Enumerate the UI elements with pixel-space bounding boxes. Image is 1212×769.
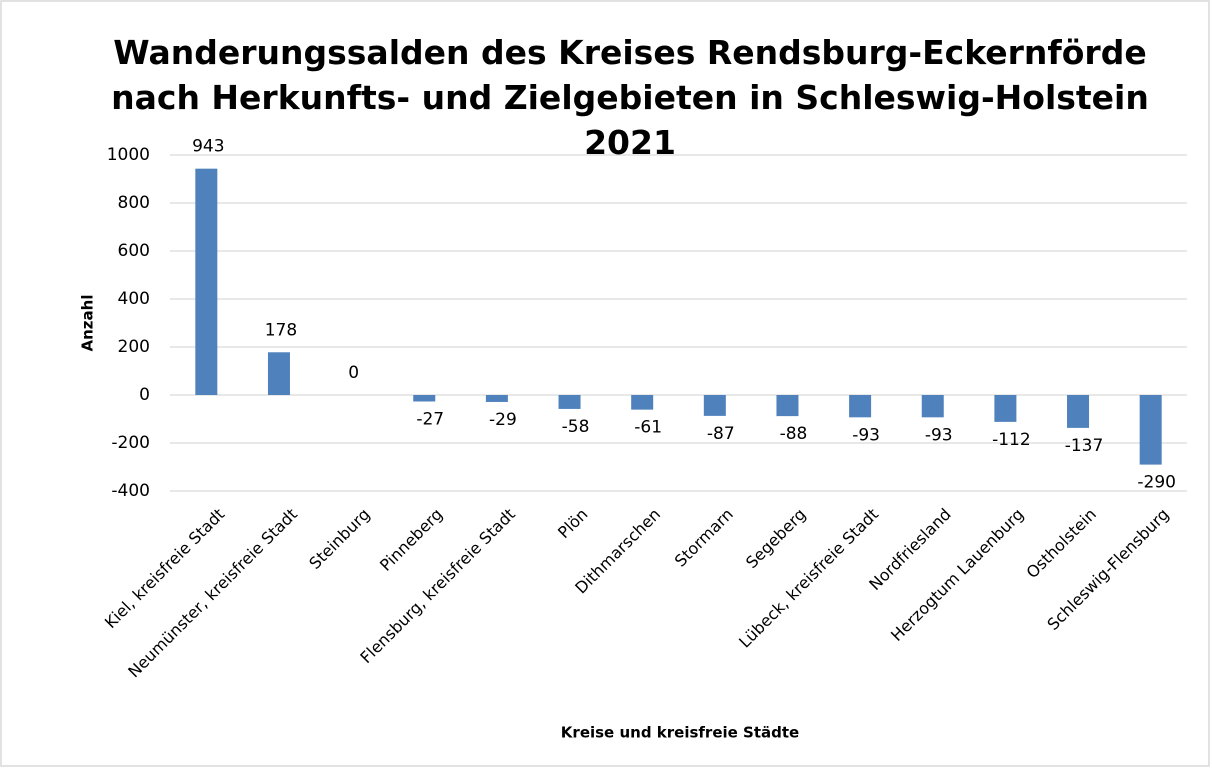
value-label: -27 — [416, 409, 444, 429]
y-tick-label: 800 — [118, 193, 150, 213]
x-tick-label: Pinneberg — [376, 505, 446, 575]
y-axis-title: Anzahl — [79, 295, 97, 352]
bar — [703, 395, 726, 416]
value-label: 0 — [348, 363, 359, 383]
bar — [849, 395, 872, 418]
bar — [1139, 395, 1162, 465]
x-axis-title: Kreise und kreisfreie Städte — [561, 724, 799, 742]
bar — [485, 395, 508, 402]
value-label: -87 — [707, 424, 735, 444]
x-tick-label: Steinburg — [305, 505, 373, 573]
x-tick-label: Herzogtum Lauenburg — [887, 505, 1027, 645]
bar — [994, 395, 1017, 422]
bar — [195, 168, 218, 395]
y-tick-label: 1000 — [107, 145, 150, 165]
x-tick-label: Plön — [554, 505, 591, 542]
bar — [267, 352, 290, 395]
x-tick-label: Flensburg, kreisfreie Stadt — [356, 505, 518, 667]
value-label: -93 — [925, 425, 953, 445]
y-tick-label: 200 — [118, 337, 150, 357]
value-label: -137 — [1065, 436, 1104, 456]
y-tick-label: 600 — [118, 241, 150, 261]
bar — [1067, 395, 1090, 428]
bar — [558, 395, 581, 409]
y-tick-label: -200 — [111, 433, 150, 453]
bar — [631, 395, 654, 410]
bar — [776, 395, 799, 417]
y-tick-label: -400 — [111, 481, 150, 501]
value-label: -61 — [634, 418, 662, 438]
x-tick-label: Ostholstein — [1023, 505, 1101, 583]
value-label: -290 — [1137, 473, 1176, 493]
x-tick-label: Schleswig-Flensburg — [1043, 505, 1172, 634]
x-tick-label: Kiel, kreisfreie Stadt — [101, 505, 228, 632]
bar — [921, 395, 944, 418]
value-label: -112 — [992, 430, 1031, 450]
x-tick-label: Lübeck, kreisfreie Stadt — [735, 505, 882, 652]
x-tick-label: Segeberg — [742, 505, 809, 572]
value-label: -88 — [780, 424, 808, 444]
y-tick-label: 400 — [118, 289, 150, 309]
value-label: 943 — [192, 137, 224, 157]
x-tick-label: Stormarn — [671, 505, 737, 571]
chart-title: Wanderungssalden des Kreises Rendsburg-E… — [111, 33, 1149, 162]
value-label: -58 — [562, 417, 590, 437]
bar — [413, 395, 436, 402]
y-tick-label: 0 — [139, 385, 150, 405]
value-label: 178 — [265, 320, 297, 340]
value-label: -29 — [489, 410, 517, 430]
value-label: -93 — [852, 425, 880, 445]
